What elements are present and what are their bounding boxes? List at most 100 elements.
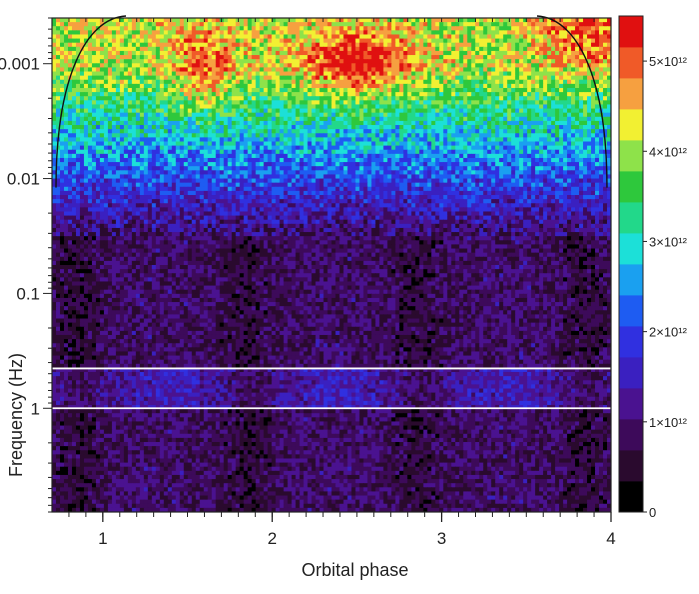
heatmap-cell: [403, 133, 408, 138]
heatmap-cell: [471, 18, 476, 23]
heatmap-cell: [127, 59, 133, 64]
heatmap-cell: [535, 145, 540, 151]
heatmap-cell: [75, 162, 81, 167]
heatmap-cell: [371, 38, 377, 44]
heatmap-cell: [491, 30, 496, 36]
heatmap-cell: [211, 116, 217, 122]
heatmap-cell: [339, 46, 345, 52]
heatmap-cell: [579, 71, 584, 77]
heatmap-cell: [163, 100, 169, 106]
heatmap-cell: [271, 96, 277, 101]
heatmap-cell: [323, 92, 329, 97]
heatmap-cell: [391, 75, 396, 81]
heatmap-cell: [283, 22, 289, 27]
heatmap-cell: [451, 153, 456, 159]
heatmap-cell: [227, 18, 233, 23]
heatmap-cell: [307, 96, 313, 101]
heatmap-cell: [535, 18, 540, 23]
heatmap-cell: [275, 137, 281, 143]
heatmap-cell: [587, 18, 592, 23]
heatmap-cell: [75, 18, 81, 23]
heatmap-cell: [351, 55, 357, 60]
heatmap-cell: [563, 149, 568, 155]
heatmap-cell: [323, 38, 329, 44]
heatmap-cell: [171, 108, 177, 114]
heatmap-cell: [147, 30, 153, 36]
heatmap-cell: [235, 38, 241, 44]
heatmap-cell: [179, 30, 185, 36]
heatmap-cell: [55, 162, 61, 167]
heatmap-cell: [75, 26, 81, 31]
heatmap-cell: [247, 145, 253, 151]
heatmap-cell: [351, 71, 357, 77]
heatmap-cell: [599, 157, 604, 163]
heatmap-cell: [399, 125, 404, 130]
heatmap-cell: [603, 75, 608, 81]
heatmap-cell: [219, 71, 225, 77]
heatmap-cell: [555, 46, 560, 52]
heatmap-cell: [575, 120, 580, 126]
heatmap-cell: [163, 157, 169, 163]
heatmap-cell: [315, 63, 321, 68]
heatmap-cell: [207, 71, 213, 77]
heatmap-cell: [511, 157, 516, 163]
heatmap-cell: [479, 83, 484, 89]
heatmap-cell: [195, 59, 201, 64]
heatmap-cell: [55, 104, 61, 110]
heatmap-cell: [599, 129, 604, 134]
heatmap-cell: [167, 63, 173, 68]
heatmap-cell: [343, 133, 349, 138]
heatmap-cell: [83, 67, 89, 73]
heatmap-cell: [527, 137, 532, 143]
heatmap-cell: [351, 116, 357, 122]
heatmap-cell: [323, 87, 329, 93]
heatmap-cell: [443, 96, 448, 101]
heatmap-cell: [275, 145, 281, 151]
heatmap-cell: [383, 145, 388, 151]
heatmap-cell: [163, 59, 169, 64]
heatmap-cell: [575, 116, 580, 122]
heatmap-cell: [451, 55, 456, 60]
heatmap-cell: [315, 75, 321, 81]
heatmap-cell: [231, 137, 237, 143]
heatmap-cell: [447, 129, 452, 134]
heatmap-cell: [355, 145, 361, 151]
heatmap-cell: [211, 137, 217, 143]
heatmap-cell: [495, 104, 500, 110]
heatmap-cell: [399, 34, 404, 40]
heatmap-cell: [335, 67, 341, 73]
heatmap-cell: [187, 26, 193, 31]
heatmap-cell: [595, 30, 600, 36]
heatmap-cell: [555, 129, 560, 134]
heatmap-cell: [227, 141, 233, 147]
heatmap-cell: [363, 63, 369, 68]
heatmap-cell: [503, 116, 508, 122]
heatmap-cell: [407, 137, 412, 143]
heatmap-cell: [411, 157, 416, 163]
heatmap-cell: [415, 125, 420, 130]
heatmap-cell: [331, 75, 337, 81]
heatmap-cell: [251, 129, 257, 134]
heatmap-cell: [587, 92, 592, 97]
heatmap-cell: [67, 112, 73, 118]
heatmap-cell: [567, 38, 572, 44]
heatmap-cell: [487, 149, 492, 155]
heatmap-cell: [223, 120, 229, 126]
heatmap-cell: [479, 104, 484, 110]
heatmap-cell: [291, 26, 297, 31]
heatmap-cell: [523, 104, 528, 110]
heatmap-cell: [279, 59, 285, 64]
heatmap-cell: [551, 83, 556, 89]
heatmap-cell: [415, 129, 420, 134]
heatmap-cell: [427, 104, 432, 110]
heatmap-cell: [175, 42, 181, 48]
heatmap-cell: [595, 141, 600, 147]
heatmap-cell: [447, 50, 452, 56]
heatmap-cell: [291, 34, 297, 40]
heatmap-cell: [219, 96, 225, 101]
heatmap-cell: [127, 83, 133, 89]
heatmap-cell: [523, 133, 528, 138]
heatmap-cell: [383, 141, 388, 147]
heatmap-cell: [187, 50, 193, 56]
heatmap-cell: [291, 104, 297, 110]
